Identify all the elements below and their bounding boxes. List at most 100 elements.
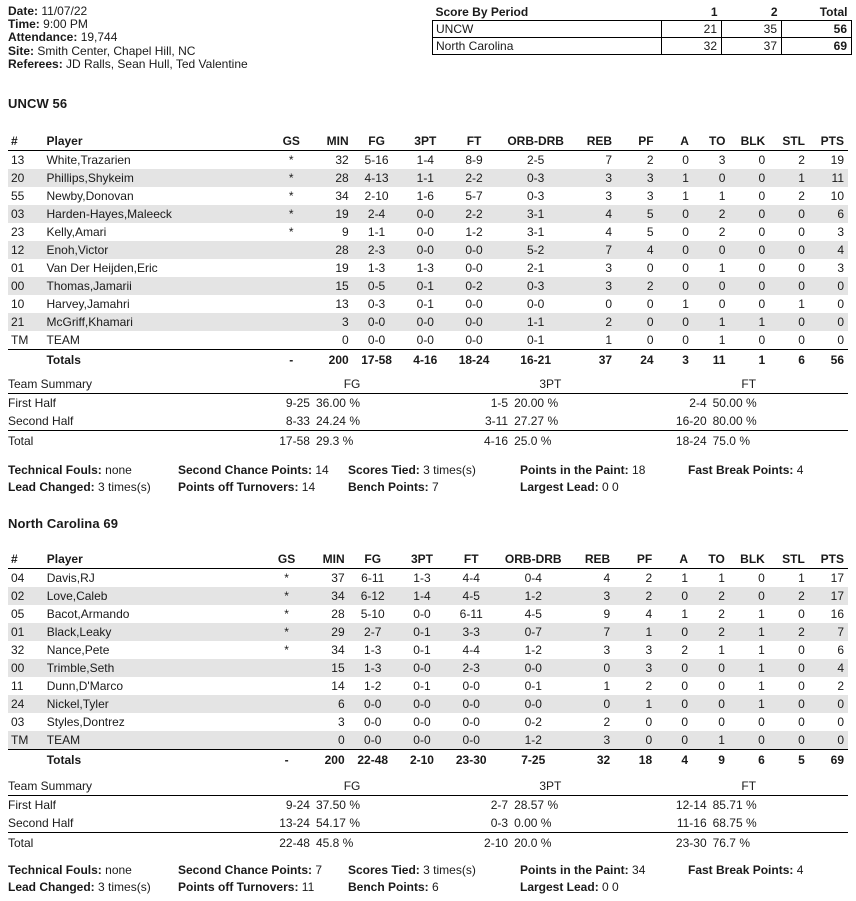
score-by-period-team: UNCW [432, 20, 662, 38]
table-row[interactable]: 11 Dunn,D'Marco 14 1-2 0-1 0-0 0-1 1 2 0 0 1 0 2 [8, 677, 848, 695]
table-row[interactable]: 32 Nance,Pete * 34 1-3 0-1 4-4 1-2 3 3 2 1 1 0 6 [8, 641, 848, 659]
cell-turnovers: 1 [718, 571, 725, 585]
table-row[interactable]: 04 Davis,RJ * 37 6-11 1-3 4-4 0-4 4 2 1 1 0 1 17 [8, 569, 848, 588]
score-by-period-p1: 21 [661, 20, 722, 38]
cell-min: 13 [335, 297, 349, 311]
table-row[interactable]: 23 Kelly,Amari * 9 1-1 0-0 1-2 3-1 4 5 0 2 0 0 3 [8, 223, 848, 241]
team-summary-ft-header: FT [649, 376, 848, 394]
team-heading: North Carolina 69 [8, 516, 119, 531]
cell-ft: 0-0 [465, 297, 483, 311]
table-row[interactable]: 13 White,Trazarien * 32 5-16 1-4 8-9 2-5 7 2 0 3 0 2 1… [8, 151, 848, 170]
table-row[interactable]: 02 Love,Caleb * 34 6-12 1-4 4-5 1-2 3 2 0 2 0 2 17 [8, 587, 848, 605]
cell-player-name: Harvey,Jamahri [46, 297, 130, 311]
cell-orb-drb: 2-1 [526, 261, 545, 275]
table-row[interactable]: 01 Black,Leaky * 29 2-7 0-1 3-3 0-7 7 1 0 2 1 2 7 [8, 623, 848, 641]
header-blocks: BLK [731, 133, 774, 151]
cell-blocks: 1 [730, 659, 773, 677]
table-row[interactable]: TM TEAM 0 0-0 0-0 0-0 0-1 1 0 0 1 0 0 0 [8, 331, 848, 350]
cell-steals: 0 [772, 659, 812, 677]
cell-assists: 1 [681, 607, 688, 621]
table-row[interactable]: 03 Styles,Dontrez 3 0-0 0-0 0-0 0-2 2 0 0 0 0 0 0 [8, 713, 848, 731]
cell-points: 17 [811, 587, 848, 605]
cell-turnovers: 2 [694, 205, 732, 223]
stat-technical-fouls: Technical Fouls: none [8, 462, 132, 479]
stat-second-chance-points: Second Chance Points: 7 [178, 862, 322, 879]
stat-largest-lead: Largest Lead: 0 0 [520, 479, 619, 496]
cell-points: 2 [837, 679, 844, 693]
cell-fg: 5-10 [360, 607, 385, 621]
stat-technical-fouls: Technical Fouls: none [8, 862, 132, 879]
cell-3pt: 0-1 [400, 277, 451, 295]
cell-steals: 2 [798, 189, 805, 203]
table-row[interactable]: 00 Trimble,Seth 15 1-3 0-0 2-3 0-0 0 3 0 0 1 0 4 [8, 659, 848, 677]
cell-assists: 0 [661, 313, 695, 331]
cell-assists: 0 [682, 261, 689, 275]
game-meta-value: Smith Center, Chapel Hill, NC [37, 43, 196, 58]
game-meta-row: Attendance: 19,744 [8, 31, 248, 44]
totals-row: Totals -200 22-48 2-10 23-30 7-25 32 18 4 9 6 5 69 [8, 749, 848, 769]
stat-fast-break-points-value: 4 [796, 463, 804, 477]
table-row[interactable]: 24 Nickel,Tyler 6 0-0 0-0 0-0 0-0 0 1 0 0 1 0 0 [8, 695, 848, 713]
cell-number: TM [11, 333, 29, 347]
cell-turnovers: 3 [718, 153, 726, 167]
stat-largest-lead-value: 0 0 [602, 480, 619, 494]
cell-fg: 2-7 [348, 623, 397, 641]
cell-orb-drb: 2-5 [526, 153, 545, 167]
cell-steals: 0 [772, 731, 812, 750]
cell-steals: 0 [798, 715, 805, 729]
cell-3pt: 0-0 [400, 313, 451, 331]
game-meta-row: Referees: JD Ralls, Sean Hull, Ted Valen… [8, 57, 248, 71]
cell-player-name: Styles,Dontrez [46, 715, 125, 729]
cell-ft: 0-0 [447, 731, 496, 750]
cell-ft: 4-5 [447, 587, 496, 605]
cell-3pt: 0-0 [400, 205, 451, 223]
cell-steals: 0 [798, 261, 805, 275]
stat-lead-changed-label: Lead Changed: [8, 880, 95, 894]
cell-points: 3 [837, 225, 844, 239]
table-row[interactable]: 55 Newby,Donovan * 34 2-10 1-6 5-7 0-3 3 3 1 1 0 2 10 [8, 187, 848, 205]
table-row[interactable]: 00 Thomas,Jamarii 15 0-5 0-1 0-2 0-3 3 2 0 0 0 0 0 [8, 277, 848, 295]
cell-pf: 4 [645, 607, 653, 621]
cell-number: 05 [11, 607, 25, 621]
cell-fg: 0-0 [364, 715, 382, 729]
table-row[interactable]: 20 Phillips,Shykeim * 28 4-13 1-1 2-2 0-3 3 3 1 0 0 1… [8, 169, 848, 187]
header-assists: A [660, 551, 694, 569]
stat-second-chance-points: Second Chance Points: 14 [178, 462, 329, 479]
cell-3pt: 1-3 [413, 571, 431, 585]
cell-orb-drb: 0-1 [526, 333, 545, 347]
cell-blocks: 1 [758, 643, 765, 657]
table-row[interactable]: 01 Van Der Heijden,Eric 19 1-3 1-3 0-0 2-1 3 0 0 1… [8, 259, 848, 277]
table-row[interactable]: 03 Harden-Hayes,Maleeck * 19 2-4 0-0 2-2 3-1 4 5 0… [8, 205, 848, 223]
header-ft: FT [447, 551, 496, 569]
cell-assists: 0 [661, 241, 695, 259]
cell-orb-drb: 0-3 [497, 277, 574, 295]
cell-steals: 2 [772, 587, 812, 605]
table-row[interactable]: 05 Bacot,Armando * 28 5-10 0-0 6-11 4-5 9 4 1 2 1 0 16 [8, 605, 848, 623]
table-row[interactable]: 10 Harvey,Jamahri 13 0-3 0-1 0-0 0-0 0 0 1 0 0 1 0 [8, 295, 848, 313]
cell-steals: 1 [798, 571, 805, 585]
summary-3pt-pct: 20.0 % [514, 832, 650, 852]
stat-fast-break-points: Fast Break Points: 4 [688, 462, 803, 479]
cell-steals: 0 [773, 313, 812, 331]
table-row[interactable]: TM TEAM 0 0-0 0-0 0-0 1-2 3 0 0 1 0 0 0 [8, 731, 848, 750]
summary-3pt-pct: 28.57 % [514, 798, 559, 812]
stat-scores-tied-value: 3 times(s) [423, 463, 476, 477]
cell-orb-drb: 3-1 [497, 205, 574, 223]
summary-ft-pct: 75.0 % [712, 430, 848, 450]
cell-fg: 0-5 [352, 277, 401, 295]
cell-player-name: Harden-Hayes,Maleeck [38, 205, 272, 223]
cell-orb-drb: 1-2 [524, 643, 542, 657]
cell-assists: 1 [681, 571, 688, 585]
cell-steals: 2 [798, 153, 805, 167]
cell-fg: 2-4 [352, 205, 401, 223]
cell-reb: 3 [571, 587, 619, 605]
table-row[interactable]: 21 McGriff,Khamari 3 0-0 0-0 0-0 1-1 2 0 0 1 1 0 0 [8, 313, 848, 331]
header-steals: STL [773, 133, 812, 151]
summary-fg-made: 9-24 [285, 798, 310, 812]
cell-reb: 9 [603, 607, 611, 621]
cell-number: 23 [11, 225, 25, 239]
table-row[interactable]: 12 Enoh,Victor 28 2-3 0-0 0-0 5-2 7 4 0 0 0 0 4 [8, 241, 848, 259]
totals-cell-orb-drb: 7-25 [495, 749, 572, 769]
summary-3pt-pct: 25.0 % [514, 430, 650, 450]
cell-player-name: TEAM [38, 731, 267, 750]
